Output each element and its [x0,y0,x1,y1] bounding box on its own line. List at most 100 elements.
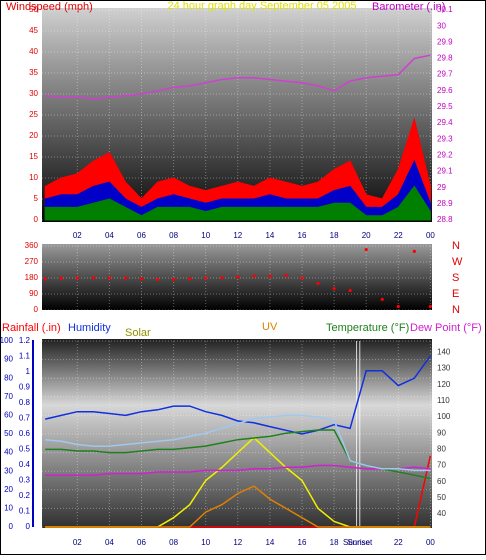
y2-tick-label: 29.9 [437,37,453,46]
y2-tick-label: 100 [437,412,451,421]
x-tick-label: 22 [394,231,403,240]
x-tick-label: 14 [265,231,274,240]
point [172,277,176,282]
point [332,287,336,291]
point [348,288,352,293]
x-tick-label: 20 [362,231,371,240]
legend-label: Rainfall (.in) [2,322,61,334]
point [428,304,432,309]
y2-tick-label: 130 [437,364,451,373]
y2-tick-label: 50 [437,493,446,502]
y3-tick-label: 0.6 [19,429,31,438]
point [155,277,160,282]
x-tick-label: 18 [330,538,339,547]
point [139,277,144,281]
y-tick-label: 50 [29,5,38,14]
y-tick-label: 30 [4,466,13,475]
y2-tick-label: 30.1 [437,5,453,14]
x-tick-label: 08 [169,538,178,547]
y2-tick-label: 29.7 [437,70,453,79]
y2-tick-label: 70 [437,461,446,470]
x-tick-label: 00 [426,538,435,547]
compass-label: N [452,240,460,252]
point [268,274,272,278]
y2-tick-label: 29.3 [437,134,453,143]
y-tick-label: 30 [29,89,38,98]
y2-tick-label: 28.9 [437,199,453,208]
line [45,485,431,528]
line [45,464,431,476]
y3-tick-label: 0.8 [19,398,31,407]
y-tick-label: 90 [4,355,13,364]
point [284,273,288,277]
y-tick-label: 40 [4,448,13,457]
x-tick-label: 16 [298,538,307,547]
y-tick-label: 45 [29,26,38,35]
point [188,277,192,281]
x-tick-label: 02 [73,231,82,240]
y2-tick-label: 29.6 [437,86,453,95]
y2-tick-label: 28.8 [437,215,453,224]
y2-tick-label: 29.2 [437,150,453,159]
y2-tick-label: 29.1 [437,167,453,176]
x-tick-label: 14 [265,538,274,547]
y-tick-label: 90 [29,289,38,298]
x-tick-label: 10 [201,231,210,240]
y2-tick-label: 29 [437,183,446,192]
y3-tick-label: 0.9 [19,383,31,392]
area [44,185,431,221]
y3-tick-label: 0.2 [19,491,31,500]
x-tick-label: 12 [233,538,242,547]
y-tick-label: 100 [0,336,14,345]
point [396,304,400,309]
point [43,277,47,281]
point [316,281,320,285]
y3-tick-label: 1 [26,367,31,376]
y3-tick-label: 1.2 [19,336,31,345]
point [412,249,416,253]
x-tick-label: 08 [169,231,178,240]
y2-tick-label: 29.8 [437,54,453,63]
point [107,276,112,280]
point [123,276,128,280]
x-tick-label: 10 [201,538,210,547]
y3-tick-label: 0.1 [19,507,31,516]
x-tick-label: 04 [105,231,114,240]
y2-tick-label: 90 [437,428,446,437]
y2-tick-label: 29.5 [437,102,453,111]
compass-label: N [452,304,460,316]
y-tick-label: 0 [9,522,14,531]
x-tick-label: 06 [137,538,146,547]
y2-tick-label: 30 [437,21,446,30]
point [252,274,256,278]
line [45,54,431,100]
y-tick-label: 25 [29,110,38,119]
y-tick-label: 70 [4,392,13,401]
legend-label: Solar [125,327,151,339]
line [45,414,431,472]
y-tick-label: 270 [25,257,39,266]
x-tick-label: 12 [233,231,242,240]
windspeed-label: Windspeed (mph) [6,1,93,13]
y2-tick-label: 40 [437,509,446,518]
sun-label: Sunset [347,538,373,547]
x-tick-label: 04 [105,538,114,547]
compass-label: E [452,288,459,300]
y3-tick-label: 1.1 [19,352,31,361]
x-tick-label: 02 [73,538,82,547]
compass-label: W [452,256,463,268]
y2-tick-label: 29.4 [437,118,453,127]
x-tick-label: 22 [394,538,403,547]
point [91,276,95,280]
point [220,276,224,280]
y3-tick-label: 0.5 [19,445,31,454]
chart-title: 24 hour graph day September 05 2005 [168,0,357,12]
y-tick-label: 360 [25,241,39,250]
legend-label: UV [262,321,278,333]
y2-tick-label: 80 [437,444,446,453]
y-tick-label: 35 [29,68,38,77]
legend-label: Humidity [68,322,111,334]
y-tick-label: 20 [29,131,38,140]
point [364,247,368,252]
